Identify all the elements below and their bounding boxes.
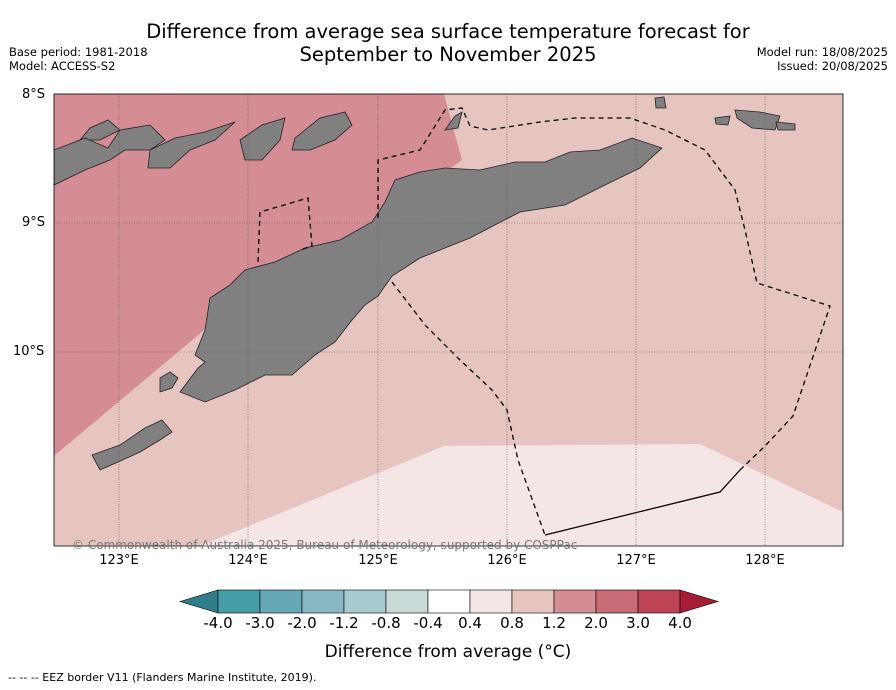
atauro-island bbox=[444, 111, 463, 131]
chart-title-line-2: September to November 2025 bbox=[299, 43, 597, 66]
colorbar-tick: 2.0 bbox=[584, 614, 608, 632]
model-text: Model: ACCESS-S2 bbox=[9, 59, 116, 73]
timor-island bbox=[179, 137, 663, 403]
colorbar-tick: -0.4 bbox=[413, 614, 443, 632]
eez-footnote: -- -- -- EEZ border V11 (Flanders Marine… bbox=[8, 671, 317, 684]
colorbar-segment bbox=[553, 589, 597, 614]
pantar-island bbox=[147, 121, 236, 169]
copyright-credit: © Commonwealth of Australia 2025, Bureau… bbox=[72, 538, 578, 552]
lat-label: 10°S bbox=[13, 344, 45, 359]
kisar-island bbox=[654, 96, 667, 109]
colorbar-segment bbox=[469, 589, 513, 614]
chart-title-line-1: Difference from average sea surface temp… bbox=[146, 20, 750, 43]
sermata-island bbox=[714, 115, 731, 126]
colorbar-segment bbox=[427, 589, 471, 614]
land bbox=[54, 96, 796, 471]
colorbar-over-arrow bbox=[679, 589, 720, 614]
colorbar-segment bbox=[259, 589, 303, 614]
colorbar-tick: 0.4 bbox=[458, 614, 482, 632]
model-run-text: Model run: 18/08/2025 bbox=[756, 45, 888, 59]
colorbar-segment bbox=[385, 589, 429, 614]
graticule bbox=[54, 94, 843, 546]
colorbar-segment bbox=[343, 589, 387, 614]
lon-label: 124°E bbox=[228, 553, 268, 568]
lon-label: 127°E bbox=[616, 553, 656, 568]
colorbar-tick: -0.8 bbox=[371, 614, 401, 632]
lat-label: 9°S bbox=[22, 215, 46, 230]
colorbar-tick: 1.2 bbox=[542, 614, 566, 632]
flores-island bbox=[54, 124, 166, 186]
colorbar-tick: -1.2 bbox=[329, 614, 359, 632]
colorbar-tick: 3.0 bbox=[626, 614, 650, 632]
babar-island bbox=[734, 109, 781, 131]
colorbar-tick: 4.0 bbox=[668, 614, 692, 632]
colorbar-under-arrow bbox=[178, 589, 219, 614]
colorbar bbox=[178, 589, 720, 614]
base-period-text: Base period: 1981-2018 bbox=[9, 45, 148, 59]
wetar-island bbox=[291, 111, 353, 151]
lon-label: 126°E bbox=[487, 553, 527, 568]
lon-label: 128°E bbox=[745, 553, 785, 568]
lat-label: 8°S bbox=[22, 87, 46, 102]
colorbar-segment bbox=[301, 589, 345, 614]
eez-border-solid bbox=[544, 469, 741, 536]
roti-island bbox=[91, 419, 173, 471]
leti-island bbox=[775, 121, 796, 131]
savu-island bbox=[159, 371, 179, 393]
zone-0.4-0.8 bbox=[200, 444, 843, 546]
colorbar-segment bbox=[637, 589, 681, 614]
colorbar-segment bbox=[217, 589, 261, 614]
eez-border bbox=[257, 107, 831, 536]
colorbar-tick: -2.0 bbox=[287, 614, 317, 632]
issued-text: Issued: 20/08/2025 bbox=[777, 59, 888, 73]
colorbar-segment bbox=[595, 589, 639, 614]
colorbar-tick: -3.0 bbox=[245, 614, 275, 632]
colorbar-tick: 0.8 bbox=[500, 614, 524, 632]
colorbar-tick: -4.0 bbox=[203, 614, 233, 632]
lon-label: 125°E bbox=[358, 553, 398, 568]
colorbar-label: Difference from average (°C) bbox=[324, 642, 572, 662]
lomblen-island bbox=[239, 117, 286, 161]
colorbar-segment bbox=[511, 589, 555, 614]
lon-label: 123°E bbox=[99, 553, 139, 568]
